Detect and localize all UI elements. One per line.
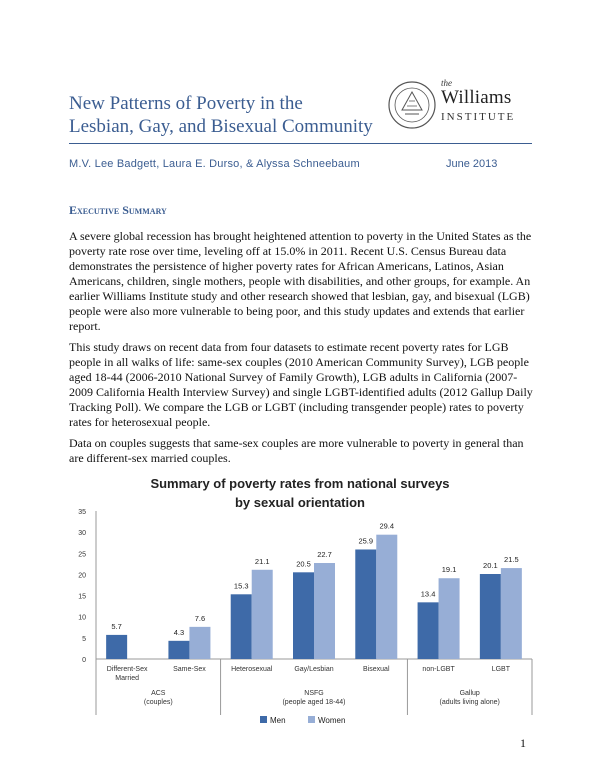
bar-women [189,626,211,659]
logo-the: the [441,78,452,88]
logo-name: Williams [441,87,512,108]
data-label: 22.7 [317,550,332,559]
institute-seal-icon [388,81,436,129]
legend-label-men: Men [270,716,286,725]
title-line-2: Lesbian, Gay, and Bisexual Community [69,116,373,137]
title-line-1: New Patterns of Poverty in the [69,93,303,114]
williams-institute-logo: the Williams INSTITUTE [387,76,516,134]
header-rule [69,143,532,144]
x-tick-label: LGBT [492,666,511,673]
group-sublabel: (people aged 18-44) [282,699,345,706]
group-label: Gallup [460,690,480,697]
y-tick-label: 20 [78,572,86,579]
bar-women [438,578,460,659]
publication-date: June 2013 [446,158,498,170]
y-tick-label: 15 [78,594,86,601]
page-number: 1 [520,736,526,750]
y-tick-label: 25 [78,551,86,558]
y-tick-label: 10 [78,615,86,622]
chart-title-line-1: Summary of poverty rates from national s… [150,476,449,491]
chart-title-line-2: by sexual orientation [235,495,365,510]
x-tick-label: Married [115,675,139,682]
data-label: 4.3 [174,628,184,637]
section-heading: Executive Summary [69,203,167,217]
bar-women [314,563,335,659]
bar-men [355,549,377,659]
data-label: 7.6 [195,614,205,623]
x-tick-label: Different-Sex [107,666,148,673]
bar-women [251,569,273,659]
legend-label-women: Women [318,716,345,725]
x-tick-label: Bisexual [363,666,390,673]
data-label: 13.4 [421,589,436,598]
y-tick-label: 30 [78,530,86,537]
legend-swatch-men [260,716,267,723]
paragraph-2: This study draws on recent data from fou… [69,340,533,429]
data-label: 20.5 [296,559,311,568]
x-tick-label: non-LGBT [422,666,455,673]
group-sublabel: (couples) [144,699,173,706]
data-label: 20.1 [483,561,498,570]
bar-men [106,634,128,659]
group-sublabel: (adults living alone) [440,699,500,706]
logo-institute: INSTITUTE [441,111,516,123]
x-tick-label: Same-Sex [173,666,206,673]
x-tick-label: Gay/Lesbian [294,666,333,673]
data-label: 21.1 [255,557,270,566]
y-tick-label: 5 [82,636,86,643]
report-title: New Patterns of Poverty in the Lesbian, … [69,92,389,138]
data-label: 21.5 [504,555,519,564]
bar-men [417,602,439,659]
bar-men [479,574,501,659]
paragraph-3: Data on couples suggests that same-sex c… [69,436,524,465]
authors: M.V. Lee Badgett, Laura E. Durso, & Alys… [69,158,360,170]
data-label: 29.4 [379,522,394,531]
group-label: NSFG [304,690,323,697]
y-tick-label: 0 [82,657,86,664]
bar-women [376,534,398,659]
data-label: 15.3 [234,581,249,590]
bar-men [230,594,252,659]
data-label: 25.9 [358,536,373,545]
bar-women [500,568,522,659]
y-tick-label: 35 [78,509,86,516]
x-tick-label: Heterosexual [231,666,273,673]
poverty-rates-chart: Summary of poverty rates from national s… [78,476,533,725]
group-label: ACS [151,690,166,697]
paragraph-1: A severe global recession has brought he… [69,229,532,333]
data-label: 5.7 [111,622,121,631]
legend-swatch-women [308,716,315,723]
bar-men [168,640,190,659]
data-label: 19.1 [442,565,457,574]
bar-men [293,572,314,659]
